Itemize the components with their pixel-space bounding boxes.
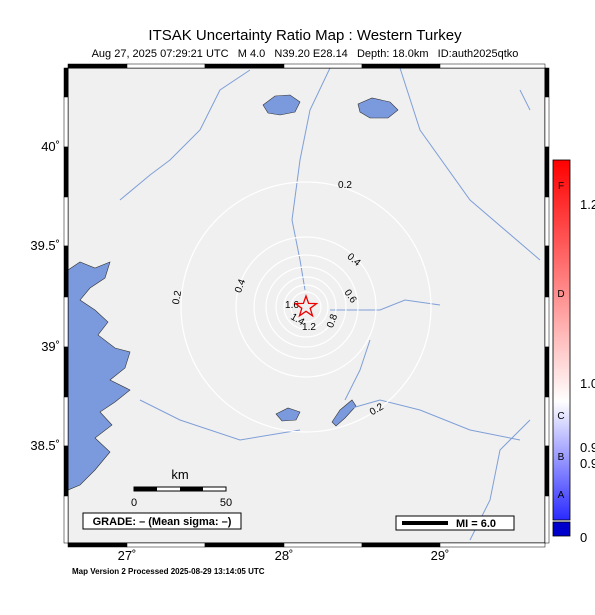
- frame-segment: [63, 196, 69, 247]
- colorbar-label: 0.9: [580, 440, 595, 455]
- contour: [180, 181, 432, 433]
- grade-letter: F: [558, 181, 564, 192]
- frame-segment: [439, 63, 546, 69]
- frame-segment: [67, 63, 128, 69]
- grade-box: [82, 512, 242, 530]
- colorbar-label: 1.0: [580, 376, 595, 391]
- frame-segment: [63, 396, 69, 447]
- contour: [265, 266, 347, 348]
- frame-segment: [544, 495, 550, 544]
- frame-segment: [439, 542, 546, 548]
- frame-segment: [544, 67, 550, 98]
- frame-segment: [63, 346, 69, 398]
- mi-legend-text: MI = 6.0: [456, 518, 496, 530]
- river: [330, 299, 441, 311]
- grade-letter: A: [558, 490, 565, 501]
- title: ITSAK Uncertainty Ratio Map : Western Tu…: [148, 27, 462, 44]
- lat-label: 39˚: [41, 339, 60, 354]
- colorbar: [552, 159, 571, 521]
- grade-letter: C: [557, 411, 564, 422]
- frame-segment: [63, 67, 69, 98]
- scale-label: 0: [131, 497, 137, 509]
- river: [519, 89, 531, 111]
- frame-segment: [63, 146, 69, 198]
- contour-label: 0.8: [325, 312, 340, 329]
- contour-label: 1.6: [285, 300, 299, 311]
- grade-letter: B: [558, 452, 565, 463]
- lake: [331, 399, 357, 427]
- river: [291, 68, 331, 291]
- lon-label: 27˚: [118, 548, 137, 563]
- frame-segment: [544, 96, 550, 148]
- frame-segment: [63, 495, 69, 544]
- grade-letter: D: [557, 289, 564, 300]
- frame-segment: [63, 245, 69, 298]
- frame-segment: [126, 63, 206, 69]
- grade-text: GRADE: – (Mean sigma: –): [93, 516, 232, 528]
- river: [344, 339, 371, 401]
- lat-label: 39.5˚: [30, 238, 60, 253]
- scale-title: km: [171, 467, 188, 482]
- frame-segment: [544, 245, 550, 298]
- frame-segment: [361, 542, 441, 548]
- frame-segment: [63, 445, 69, 497]
- frame-segment: [283, 63, 363, 69]
- lake: [262, 94, 301, 116]
- lake: [275, 407, 301, 422]
- map-area: 0.2 0.2 0.2 0.4 0.4 0.6 0.8 1.2 1.4 1.6 …: [68, 68, 545, 543]
- frame-segment: [544, 396, 550, 447]
- lat-label: 38.5˚: [30, 438, 60, 453]
- colorbar-swatch: [552, 521, 571, 537]
- frame-segment: [544, 146, 550, 198]
- subtitle: Aug 27, 2025 07:29:21 UTC M 4.0 N39.20 E…: [92, 48, 519, 60]
- river: [119, 69, 251, 201]
- scale-bar: [134, 487, 157, 491]
- contour: [290, 291, 322, 323]
- colorbar-label: 0.9: [580, 456, 595, 471]
- river: [139, 399, 301, 441]
- contour-label: 0.4: [233, 277, 248, 294]
- contour-label: 0.2: [338, 180, 352, 191]
- lon-label: 28˚: [275, 548, 294, 563]
- frame-segment: [544, 346, 550, 398]
- footer: Map Version 2 Processed 2025-08-29 13:14…: [72, 567, 265, 576]
- frame-segment: [63, 96, 69, 148]
- frame-segment: [283, 542, 363, 548]
- colorbar-label: 1.2: [580, 197, 595, 212]
- colorbar-label: 0: [580, 530, 587, 545]
- land-sea: [68, 261, 131, 491]
- frame-segment: [67, 542, 128, 548]
- frame-segment: [544, 296, 550, 348]
- scale-bar: [180, 487, 203, 491]
- frame-segment: [63, 296, 69, 348]
- scale-label: 50: [220, 497, 232, 509]
- contour-label: 0.2: [171, 289, 184, 305]
- lat-label: 40˚: [41, 139, 60, 154]
- mi-legend-box: [395, 515, 515, 531]
- frame-segment: [544, 445, 550, 497]
- contour: [283, 284, 329, 330]
- epicenter-star: [293, 294, 319, 318]
- lake: [357, 97, 399, 119]
- map-background: [68, 68, 545, 543]
- contour-label: 1.2: [302, 322, 316, 333]
- frame-segment: [126, 542, 206, 548]
- contour: [275, 276, 337, 338]
- frame-ticks: [63, 63, 550, 548]
- frame-segment: [544, 196, 550, 247]
- contour: [253, 254, 359, 360]
- contour: [235, 236, 377, 378]
- lon-label: 29˚: [431, 548, 450, 563]
- frame-segment: [361, 63, 441, 69]
- river: [399, 68, 541, 261]
- frame-segment: [204, 63, 285, 69]
- river: [344, 399, 521, 441]
- frame-segment: [204, 542, 285, 548]
